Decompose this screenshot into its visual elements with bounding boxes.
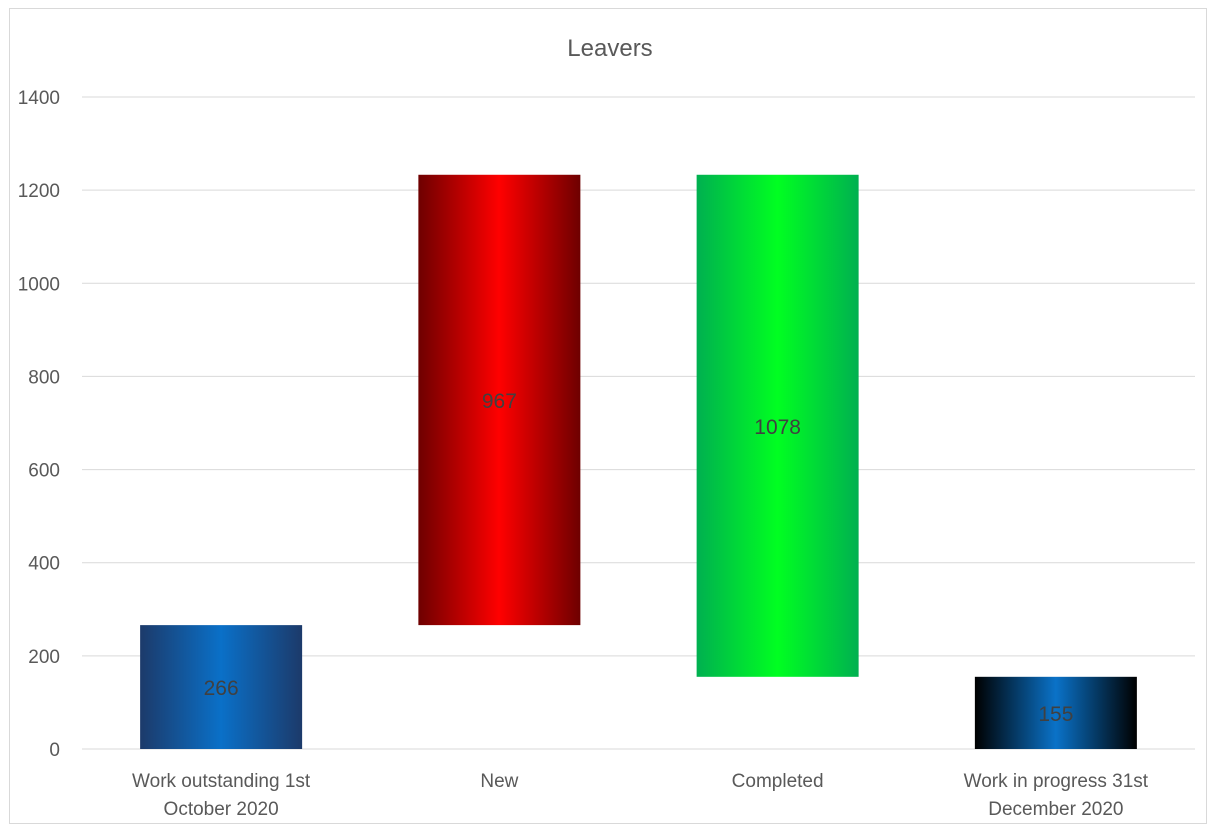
x-category-label: Work outstanding 1st [132,771,311,792]
x-category-label: October 2020 [164,799,279,820]
data-label: 266 [204,677,239,700]
x-category-label: Work in progress 31st [964,771,1149,792]
data-label: 1078 [754,416,801,439]
y-tick-label: 1400 [18,88,60,109]
y-tick-label: 0 [49,740,60,761]
x-category-label: New [480,771,518,792]
bar [140,625,303,749]
y-tick-label: 1000 [18,274,60,295]
data-label: 155 [1038,703,1073,726]
chart-title: Leavers [567,35,652,62]
x-axis-categories: Work outstanding 1st October 2020 New Compl… [132,771,1149,820]
y-tick-label: 1200 [18,181,60,202]
x-category-label: Completed [732,771,824,792]
data-label: 967 [482,390,517,413]
y-tick-label: 800 [28,367,60,388]
y-axis-ticks: 0 200 400 600 800 1000 1200 1400 [18,88,60,761]
y-tick-label: 400 [28,554,60,575]
bar [418,174,581,626]
bars [140,174,1137,749]
x-category-label: December 2020 [988,799,1123,820]
y-tick-label: 200 [28,647,60,668]
y-tick-label: 600 [28,461,60,482]
bar [974,676,1137,749]
bar [696,174,859,677]
data-labels: 266 967 1078 155 [204,390,1074,726]
